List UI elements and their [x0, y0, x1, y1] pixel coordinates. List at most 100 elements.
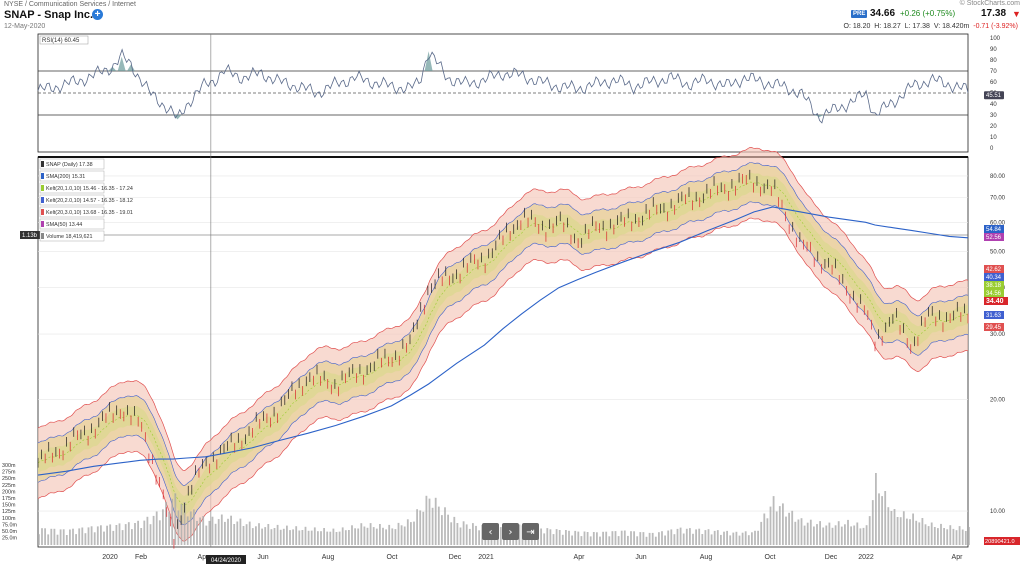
volume-bar	[871, 500, 874, 545]
volume-bar	[865, 525, 868, 545]
volume-bar	[766, 518, 769, 545]
rsi-tick-label: 30	[990, 113, 997, 119]
x-axis-label: Dec	[825, 554, 838, 561]
volume-bar	[233, 524, 236, 545]
price-tick-label: 30.00	[990, 332, 1006, 338]
chart-navigation: ‹ › ⇥	[482, 523, 539, 540]
volume-bar	[800, 518, 803, 545]
right-axis-badge	[984, 281, 1004, 289]
volume-bar	[236, 521, 239, 545]
volume-bar	[317, 531, 319, 545]
volume-bar	[933, 527, 936, 545]
x-axis-label: Aug	[322, 554, 335, 561]
volume-bar	[258, 523, 260, 545]
volume-bar	[379, 524, 381, 545]
ohlc-readout: O: 18.20 H: 18.27 L: 17.38 V: 18.420m -0…	[844, 23, 1019, 30]
volume-bar	[837, 521, 840, 545]
legend-entry: SMA(200) 15.31	[46, 174, 85, 180]
volume-tick-label: 50.0m	[2, 529, 17, 535]
x-axis-label: Apr	[198, 554, 210, 561]
volume-bar	[639, 532, 642, 545]
volume-bar	[676, 528, 679, 545]
legend-entry-box	[39, 194, 105, 206]
volume-bar	[667, 530, 670, 545]
volume-bar	[909, 519, 911, 545]
x-axis-label: Dec	[449, 554, 462, 561]
date-label: 12-May-2020	[4, 23, 46, 30]
volume-bar	[586, 532, 589, 545]
legend-swatch	[41, 209, 44, 215]
volume-bar	[744, 531, 747, 545]
volume-bar	[354, 528, 356, 545]
volume-bar	[155, 511, 158, 545]
legend-entry: SNAP (Daily) 17.38	[46, 162, 93, 168]
volume-bar	[654, 536, 657, 545]
volume-bar	[555, 529, 558, 545]
legend-entry-box	[39, 230, 105, 242]
volume-bar	[850, 526, 852, 545]
volume-bar	[372, 527, 375, 545]
nav-end-button[interactable]: ⇥	[522, 523, 539, 540]
volume-bar	[75, 534, 77, 545]
legend-entry-box	[39, 158, 105, 170]
volume-bar	[375, 528, 378, 545]
x-axis-label: 2022	[858, 554, 874, 561]
volume-bar	[592, 532, 595, 545]
x-axis-label: Apr	[952, 554, 964, 561]
premarket-price: 34.66	[870, 8, 896, 19]
volume-bar	[360, 523, 363, 545]
exchange-line: NYSE / Communication Services / Internet	[4, 1, 136, 8]
volume-bar	[472, 523, 474, 545]
skip-end-icon: ⇥	[526, 527, 534, 538]
volume-bar	[81, 527, 84, 545]
volume-bar	[844, 524, 846, 545]
volume-bar	[162, 509, 164, 545]
volume-bar	[264, 527, 267, 545]
nav-prev-button[interactable]: ‹	[482, 523, 499, 540]
volume-bar	[589, 536, 592, 545]
volume-bar	[906, 518, 908, 545]
legend-swatch	[41, 185, 44, 191]
volume-bar	[741, 532, 744, 545]
volume-bar	[468, 528, 471, 545]
volume-bar	[59, 529, 62, 545]
volume-bar	[645, 536, 648, 545]
volume-bar	[859, 528, 862, 545]
volume-bar	[400, 525, 403, 545]
volume-bar	[369, 523, 372, 545]
volume-bar	[899, 517, 902, 545]
volume-bar	[134, 523, 136, 545]
volume-tick-label: 75.0m	[2, 522, 17, 528]
rsi-tick-label: 100	[990, 36, 1001, 42]
volume-bar	[915, 520, 918, 545]
volume-bar	[450, 522, 453, 545]
nav-next-button[interactable]: ›	[502, 523, 519, 540]
volume-bar	[344, 530, 347, 545]
sma200-line	[37, 206, 969, 476]
volume-bar	[710, 534, 713, 545]
volume-bar	[444, 507, 446, 545]
volume-bar	[627, 535, 629, 545]
volume-bar	[543, 533, 546, 545]
legend-swatch	[41, 173, 44, 179]
volume-bar	[211, 516, 214, 545]
volume-bar	[50, 528, 53, 545]
volume-bar	[580, 536, 583, 545]
volume-bar	[788, 512, 790, 545]
price-tick-label: 50.00	[990, 250, 1006, 256]
volume-bar	[338, 531, 341, 545]
premarket-change: +0.26 (+0.75%)	[900, 9, 956, 18]
sma200-badge	[984, 225, 1004, 233]
add-symbol-button[interactable]: +	[92, 9, 103, 20]
x-axis-label: Apr	[574, 554, 586, 561]
volume-bar	[884, 491, 887, 545]
volume-bar	[456, 523, 459, 545]
volume-bar	[878, 493, 880, 545]
volume-bar	[952, 528, 955, 545]
rsi-tick-label: 70	[990, 69, 997, 75]
volume-bar	[806, 522, 809, 545]
volume-last-label: 20890421.0	[985, 539, 1015, 545]
volume-bar	[809, 519, 812, 545]
